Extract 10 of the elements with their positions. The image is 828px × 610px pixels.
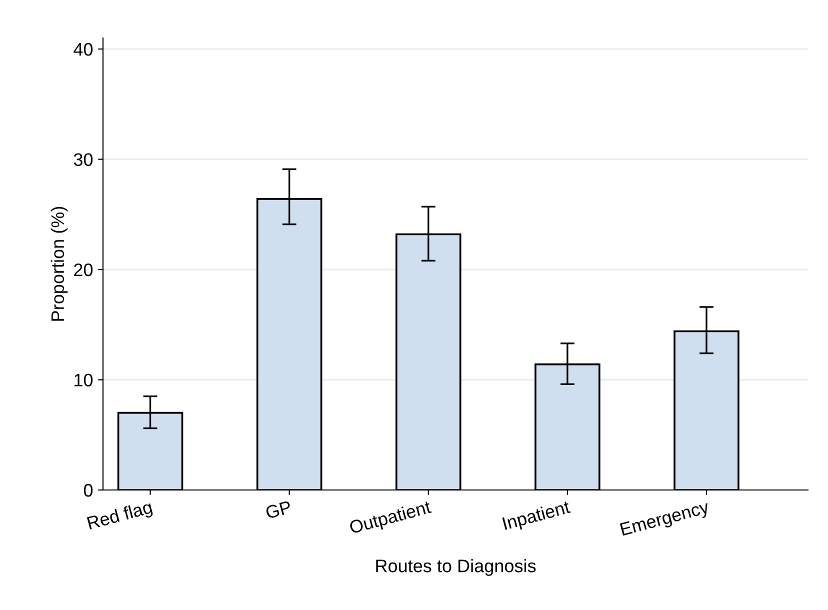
y-tick-label: 30 xyxy=(74,153,93,166)
y-tick-label: 40 xyxy=(74,42,93,56)
x-axis-title: Routes to Diagnosis xyxy=(376,559,536,576)
x-tick-label: Inpatient xyxy=(502,500,572,534)
x-tick-label: GP xyxy=(265,500,292,520)
x-tick-label: Red flag xyxy=(86,500,154,533)
y-tick-label: 10 xyxy=(74,374,93,386)
y-tick-label: 0 xyxy=(84,484,93,497)
y-tick-label: 20 xyxy=(74,263,93,276)
y-axis-title: Proportion (%) xyxy=(50,206,68,321)
